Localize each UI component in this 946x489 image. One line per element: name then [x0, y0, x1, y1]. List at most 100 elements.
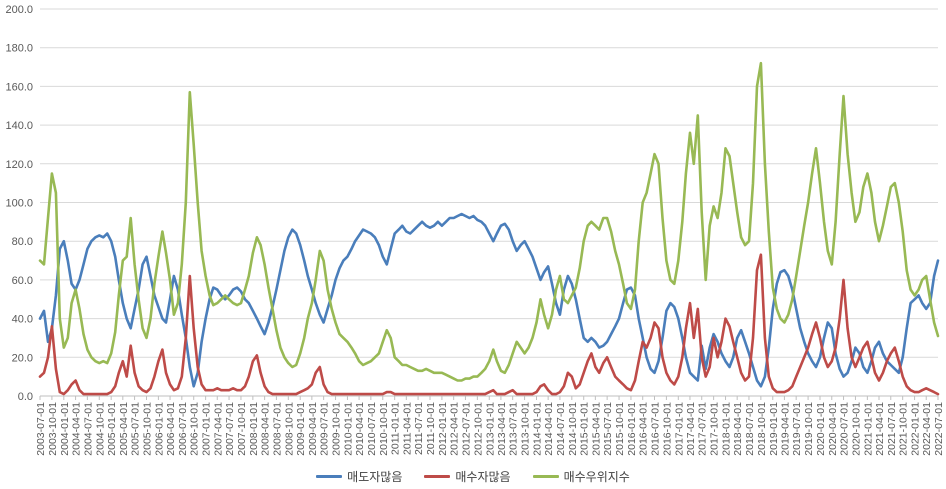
x-tick-label: 2011-01-01	[390, 402, 402, 455]
x-tick-label: 2006-10-01	[189, 402, 201, 456]
x-tick-label: 2019-07-01	[791, 402, 803, 456]
x-tick-label: 2008-04-01	[260, 402, 272, 456]
series-lines	[38, 61, 940, 396]
x-tick-label: 2022-01-01	[910, 402, 922, 456]
x-tick-label: 2005-01-01	[106, 402, 118, 456]
x-tick-label: 2003-07-01	[35, 402, 47, 456]
x-tick-label: 2007-01-01	[201, 402, 213, 456]
legend-label-1: 매수자많음	[455, 470, 511, 484]
x-tick-label: 2009-10-01	[331, 402, 343, 456]
x-tick-label: 2020-10-01	[850, 402, 862, 456]
series-line-2	[38, 61, 940, 382]
x-tick-label: 2013-07-01	[508, 402, 520, 456]
y-tick-label: 0.0	[18, 391, 33, 403]
x-tick-label: 2011-10-01	[425, 402, 437, 455]
legend-label-0: 매도자많음	[347, 470, 403, 484]
x-tick-label: 2010-07-01	[366, 402, 378, 456]
x-tick-label: 2017-04-01	[685, 402, 697, 456]
x-tick-label: 2014-04-01	[543, 402, 555, 456]
y-tick-label: 20.0	[12, 352, 33, 364]
x-tick-label: 2013-10-01	[520, 402, 532, 456]
x-tick-label: 2017-07-01	[697, 402, 709, 456]
x-tick-label: 2019-04-01	[779, 402, 791, 456]
y-axis-tick-labels: 0.0 20.0 40.0 60.0 80.0 100.0 120.0 140.0 160.0 1…	[5, 4, 33, 403]
y-tick-label: 40.0	[12, 314, 33, 326]
x-tick-label: 2006-07-01	[177, 402, 189, 456]
x-tick-label: 2017-10-01	[709, 402, 721, 456]
x-tick-label: 2011-07-01	[413, 402, 425, 455]
x-tick-label: 2022-07-01	[933, 402, 945, 456]
x-tick-label: 2004-07-01	[82, 402, 94, 456]
x-tick-label: 2019-01-01	[768, 402, 780, 456]
legend-swatch-2	[532, 475, 559, 478]
x-tick-label: 2018-10-01	[756, 402, 768, 456]
y-tick-label: 80.0	[12, 236, 33, 248]
x-tick-label: 2016-01-01	[626, 402, 638, 456]
x-tick-label: 2008-07-01	[271, 402, 283, 456]
x-tick-label: 2015-04-01	[590, 402, 602, 456]
x-tick-label: 2015-01-01	[579, 402, 591, 456]
x-tick-label: 2016-07-01	[649, 402, 661, 456]
x-tick-label: 2009-07-01	[319, 402, 331, 456]
x-tick-label: 2018-01-01	[721, 402, 733, 456]
x-tick-label: 2020-07-01	[839, 402, 851, 456]
x-tick-label: 2021-01-01	[862, 402, 874, 456]
y-tick-label: 200.0	[5, 4, 33, 16]
legend-label-2: 매수우위지수	[563, 470, 630, 484]
x-tick-label: 2005-07-01	[130, 402, 142, 456]
y-tick-label: 100.0	[5, 198, 33, 210]
legend-swatch-0	[316, 475, 343, 478]
x-tick-label: 2020-04-01	[827, 402, 839, 456]
x-tick-label: 2009-01-01	[295, 402, 307, 456]
x-tick-label: 2005-04-01	[118, 402, 130, 456]
x-tick-label: 2012-04-01	[449, 402, 461, 456]
x-tick-label: 2019-10-01	[803, 402, 815, 456]
x-tick-label: 2011-04-01	[401, 402, 413, 455]
x-tick-label: 2010-10-01	[378, 402, 390, 456]
x-tick-label: 2005-10-01	[141, 402, 153, 456]
x-tick-label: 2014-07-01	[555, 402, 567, 456]
x-tick-label: 2015-10-01	[614, 402, 626, 456]
x-tick-label: 2010-04-01	[354, 402, 366, 456]
x-tick-label: 2014-10-01	[567, 402, 579, 456]
x-tick-label: 2004-01-01	[59, 402, 71, 456]
y-tick-label: 140.0	[5, 120, 33, 132]
legend-item-2: 매수우위지수	[532, 468, 630, 485]
x-tick-label: 2018-04-01	[732, 402, 744, 456]
series-line-0	[38, 212, 940, 388]
x-tick-label: 2008-01-01	[248, 402, 260, 456]
x-tick-label: 2004-04-01	[71, 402, 83, 456]
y-tick-label: 120.0	[5, 159, 33, 171]
x-tick-label: 2015-07-01	[602, 402, 614, 456]
legend-item-1: 매수자많음	[424, 468, 511, 485]
legend: 매도자많음 매수자많음 매수우위지수	[0, 468, 946, 485]
x-tick-label: 2021-10-01	[898, 402, 910, 456]
x-tick-label: 2014-01-01	[531, 402, 543, 456]
y-tick-label: 180.0	[5, 43, 33, 55]
x-tick-label: 2012-01-01	[437, 402, 449, 456]
x-tick-label: 2013-01-01	[484, 402, 496, 456]
x-tick-label: 2021-04-01	[874, 402, 886, 456]
x-tick-label: 2017-01-01	[673, 402, 685, 456]
x-tick-label: 2016-10-01	[661, 402, 673, 456]
x-tick-label: 2003-10-01	[47, 402, 59, 456]
y-tick-label: 60.0	[12, 275, 33, 287]
legend-swatch-1	[424, 475, 451, 478]
x-tick-label: 2021-07-01	[886, 402, 898, 456]
x-tick-label: 2007-04-01	[212, 402, 224, 456]
x-tick-label: 2008-10-01	[283, 402, 295, 456]
x-tick-label: 2007-07-01	[224, 402, 236, 456]
x-tick-label: 2018-07-01	[744, 402, 756, 456]
x-tick-label: 2016-04-01	[638, 402, 650, 456]
series-line-1	[38, 253, 940, 396]
x-tick-label: 2013-04-01	[496, 402, 508, 456]
x-tick-label: 2007-10-01	[236, 402, 248, 456]
legend-item-0: 매도자많음	[316, 468, 402, 485]
y-tick-label: 160.0	[5, 81, 33, 93]
x-tick-label: 2022-04-01	[921, 402, 933, 456]
x-tick-label: 2009-04-01	[307, 402, 319, 456]
x-tick-label: 2012-10-01	[472, 402, 484, 456]
x-tick-label: 2012-07-01	[460, 402, 472, 456]
x-tick-label: 2006-04-01	[165, 402, 177, 456]
